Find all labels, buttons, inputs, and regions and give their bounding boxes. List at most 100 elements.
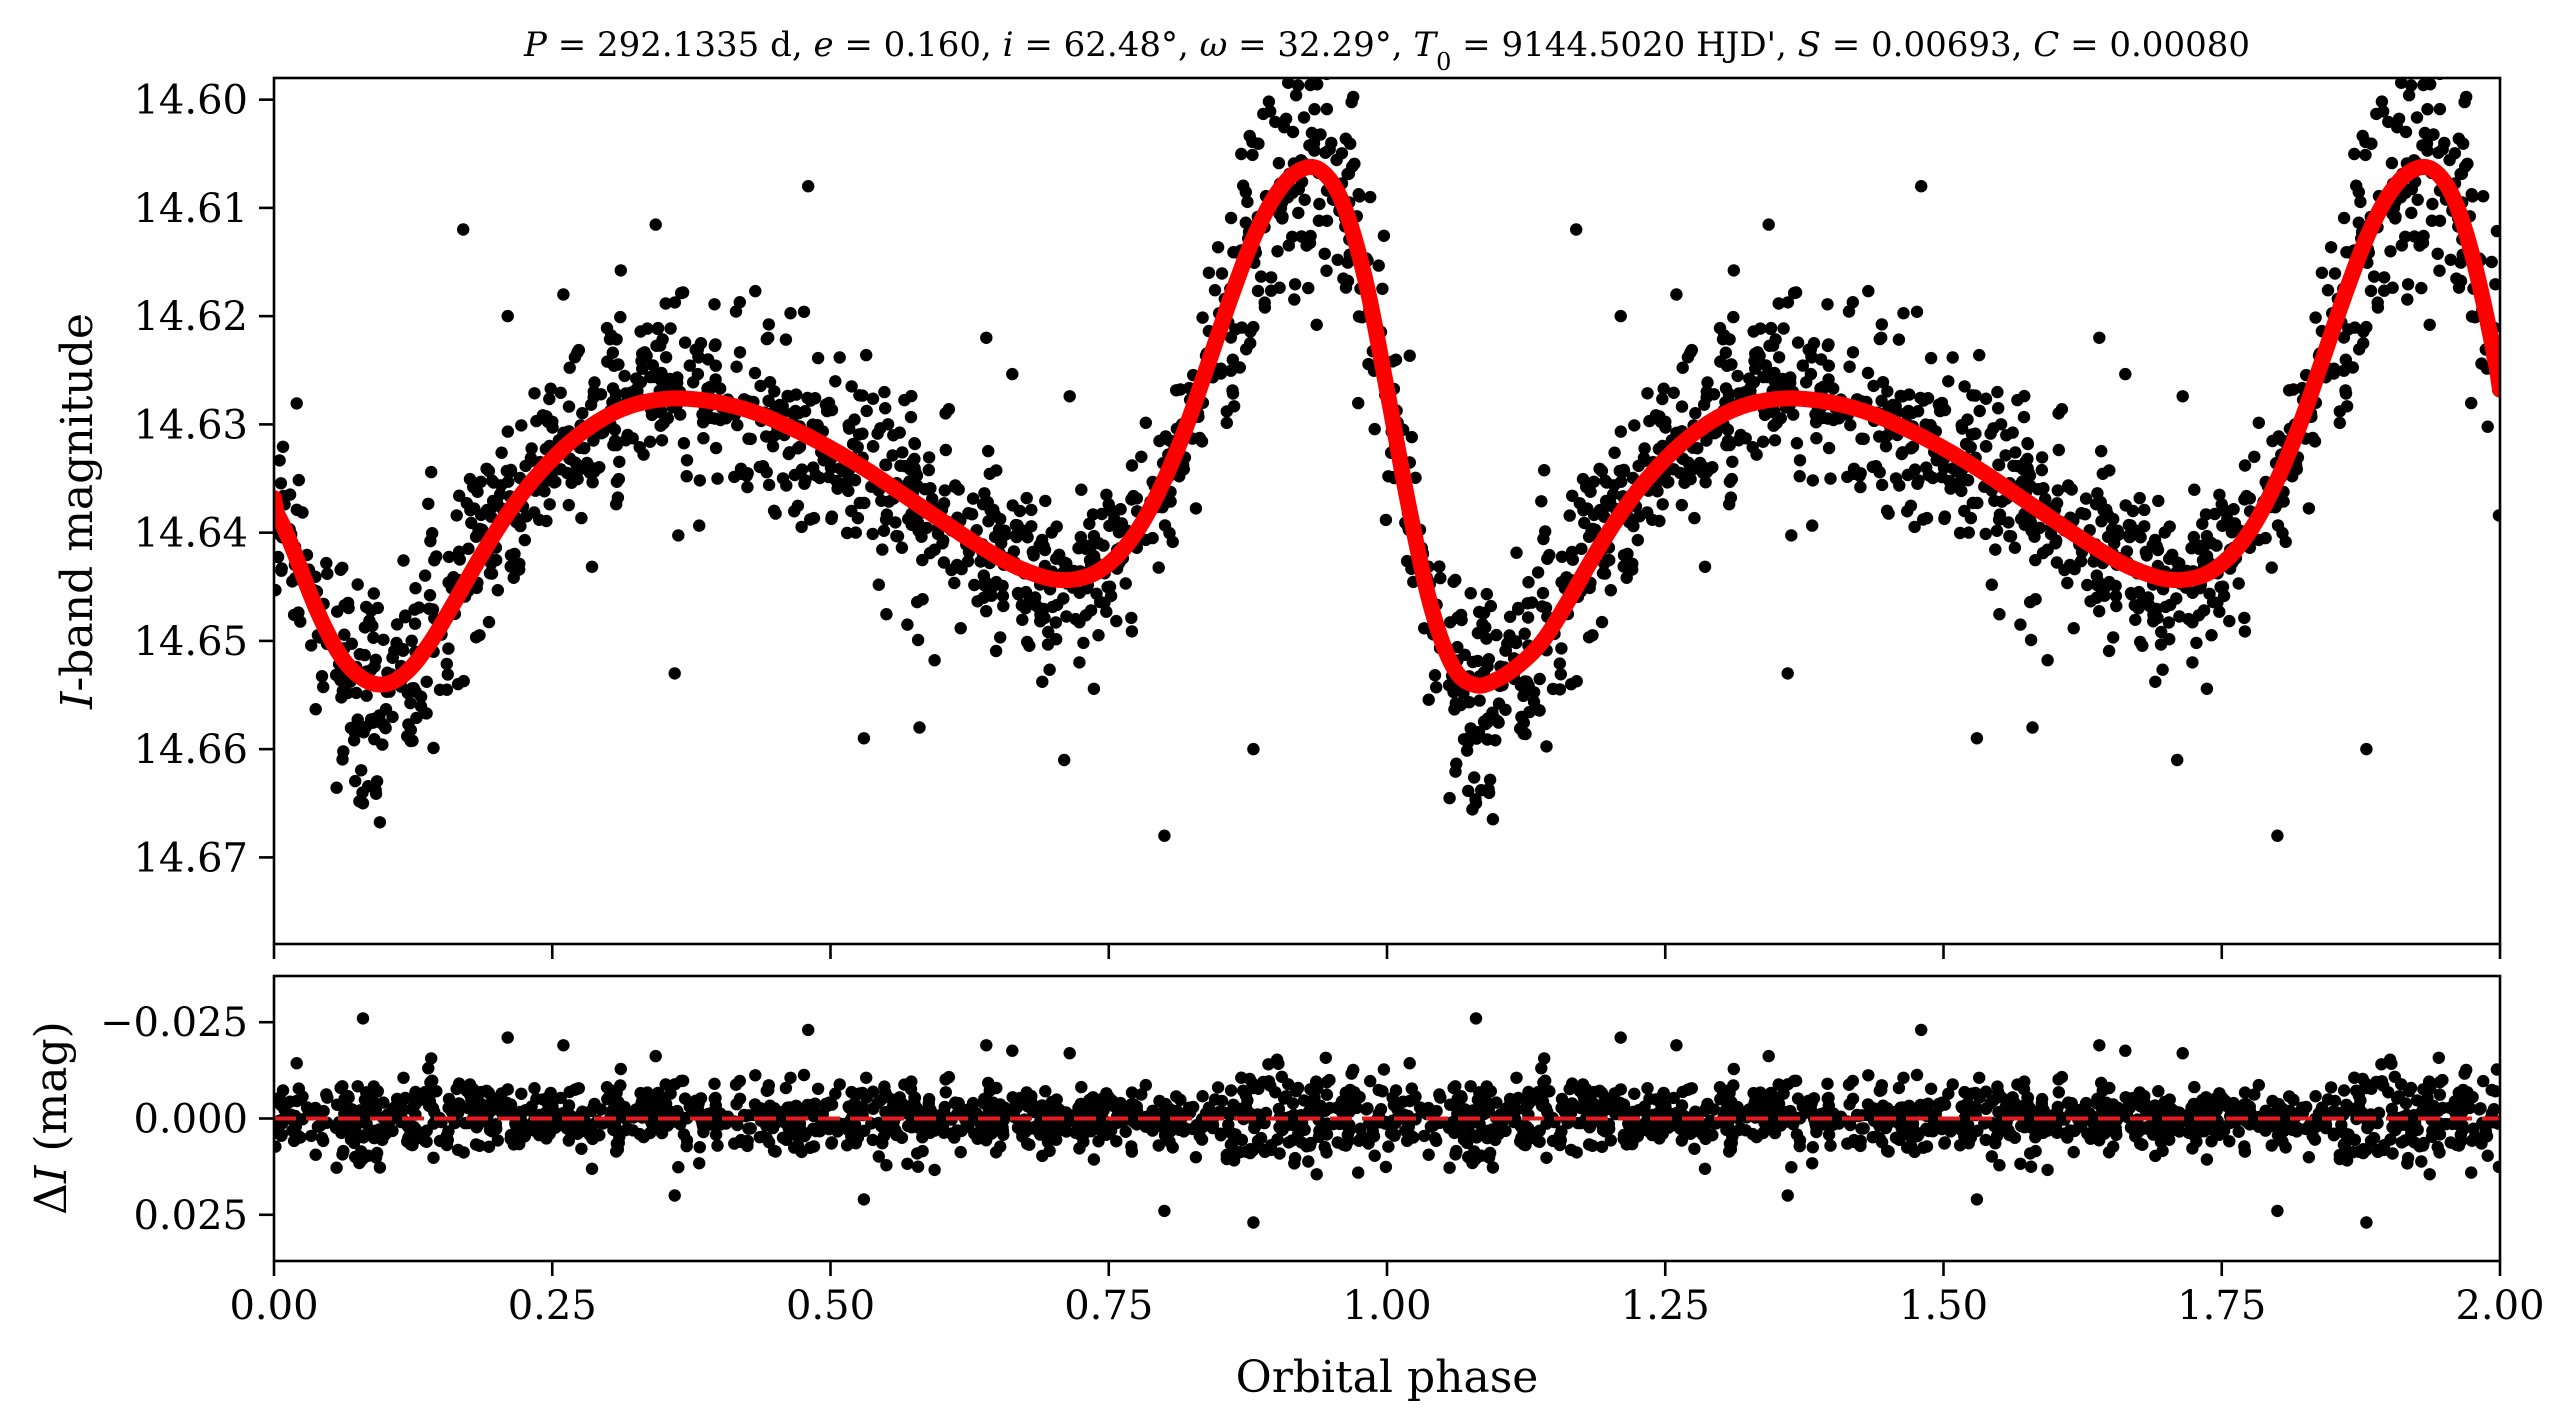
residual-point (2387, 1119, 2401, 1133)
data-point (378, 720, 392, 733)
data-point (1092, 629, 1105, 642)
data-point (1979, 392, 1993, 405)
residual-point (692, 1097, 705, 1110)
residual-point (426, 1074, 439, 1087)
data-point (2009, 446, 2022, 459)
data-point (1539, 525, 1552, 538)
residual-point (2436, 1101, 2449, 1115)
residual-point (1608, 1098, 1621, 1112)
data-point (364, 604, 378, 617)
data-point (350, 686, 363, 700)
residual-point (1882, 1145, 1895, 1158)
residual-point (1377, 1063, 1391, 1076)
residual-point (2232, 1125, 2245, 1138)
residual-point (1110, 1135, 1123, 1148)
data-point (1707, 388, 1721, 401)
data-point (1688, 511, 1701, 525)
data-point (1593, 462, 1606, 475)
data-point (360, 689, 373, 702)
residual-point (656, 1091, 669, 1104)
x-tick-label: 0.25 (508, 1283, 597, 1329)
data-point (2200, 682, 2214, 695)
data-point (2277, 495, 2290, 508)
data-point (1514, 722, 1527, 735)
data-point (1295, 230, 1308, 243)
residual-point (1531, 1085, 1545, 1099)
data-point (276, 440, 290, 453)
residual-point (2416, 1104, 2429, 1118)
residual-point (733, 1092, 747, 1106)
data-point (1804, 367, 1818, 381)
residual-point (1220, 1148, 1234, 1162)
data-point (980, 605, 993, 618)
data-point (2024, 633, 2038, 647)
data-point (2354, 195, 2367, 209)
data-point (1633, 510, 1646, 523)
residual-point (408, 1098, 422, 1111)
residual-point (2468, 1130, 2482, 1143)
data-point (2232, 577, 2245, 590)
data-point (2196, 517, 2209, 530)
residual-point (1211, 1081, 1225, 1094)
residual-point (1422, 1148, 1435, 1161)
data-point (619, 387, 633, 400)
data-point (397, 554, 410, 567)
residual-point (896, 1097, 909, 1111)
residual-point (1784, 1106, 1797, 1120)
residual-point (1310, 1168, 1323, 1181)
residual-point (1130, 1105, 1144, 1118)
data-point (418, 569, 432, 582)
data-point (608, 423, 622, 436)
data-point (452, 545, 466, 558)
data-point (1699, 476, 1712, 489)
data-point (1770, 416, 1783, 430)
residual-point (1430, 1134, 1443, 1148)
residual-point (430, 1085, 443, 1098)
data-point (2448, 147, 2462, 160)
data-point (399, 611, 412, 624)
data-point (1461, 736, 1475, 749)
orbital-model-curve (274, 158, 2500, 694)
residual-point (922, 1097, 935, 1110)
data-point (2339, 353, 2352, 366)
residual-point (797, 1068, 811, 1082)
data-point (1083, 517, 1096, 530)
data-point (744, 432, 757, 446)
residual-point (2052, 1086, 2065, 1099)
data-point-outlier (1970, 732, 1984, 745)
residual-point (2252, 1078, 2265, 1092)
data-point (1220, 405, 1234, 418)
data-point (2327, 367, 2341, 380)
data-point (1135, 450, 1148, 463)
residual-point (1566, 1077, 1579, 1090)
data-point (338, 628, 351, 641)
data-point (2375, 49, 2387, 61)
data-point (1538, 464, 1551, 477)
data-point (893, 426, 906, 439)
data-point (1489, 734, 1502, 747)
data-point (2133, 491, 2146, 505)
data-point (2485, 255, 2498, 269)
residual-point (334, 1081, 347, 1095)
residual-point (709, 1091, 722, 1105)
data-point (2107, 512, 2120, 526)
residual-point (709, 1128, 723, 1142)
data-point (1723, 438, 1736, 452)
data-point (1627, 519, 1640, 533)
data-point (1303, 236, 1317, 250)
residual-point (928, 1124, 941, 1137)
residual-point-outlier (2271, 1204, 2284, 1218)
data-point (2176, 390, 2189, 403)
data-point (1614, 425, 1628, 438)
residual-point (860, 1071, 873, 1085)
data-point (1810, 432, 1823, 445)
residual-point (1696, 1128, 1710, 1142)
data-point (2436, 65, 2448, 77)
residual-point-outlier (1915, 1023, 1928, 1037)
data-point (2384, 21, 2396, 33)
residual-point (1092, 1135, 1105, 1148)
data-point (971, 595, 984, 608)
residual-point (373, 1161, 387, 1174)
residual-point (1297, 1094, 1311, 1107)
residual-point (457, 1146, 470, 1159)
